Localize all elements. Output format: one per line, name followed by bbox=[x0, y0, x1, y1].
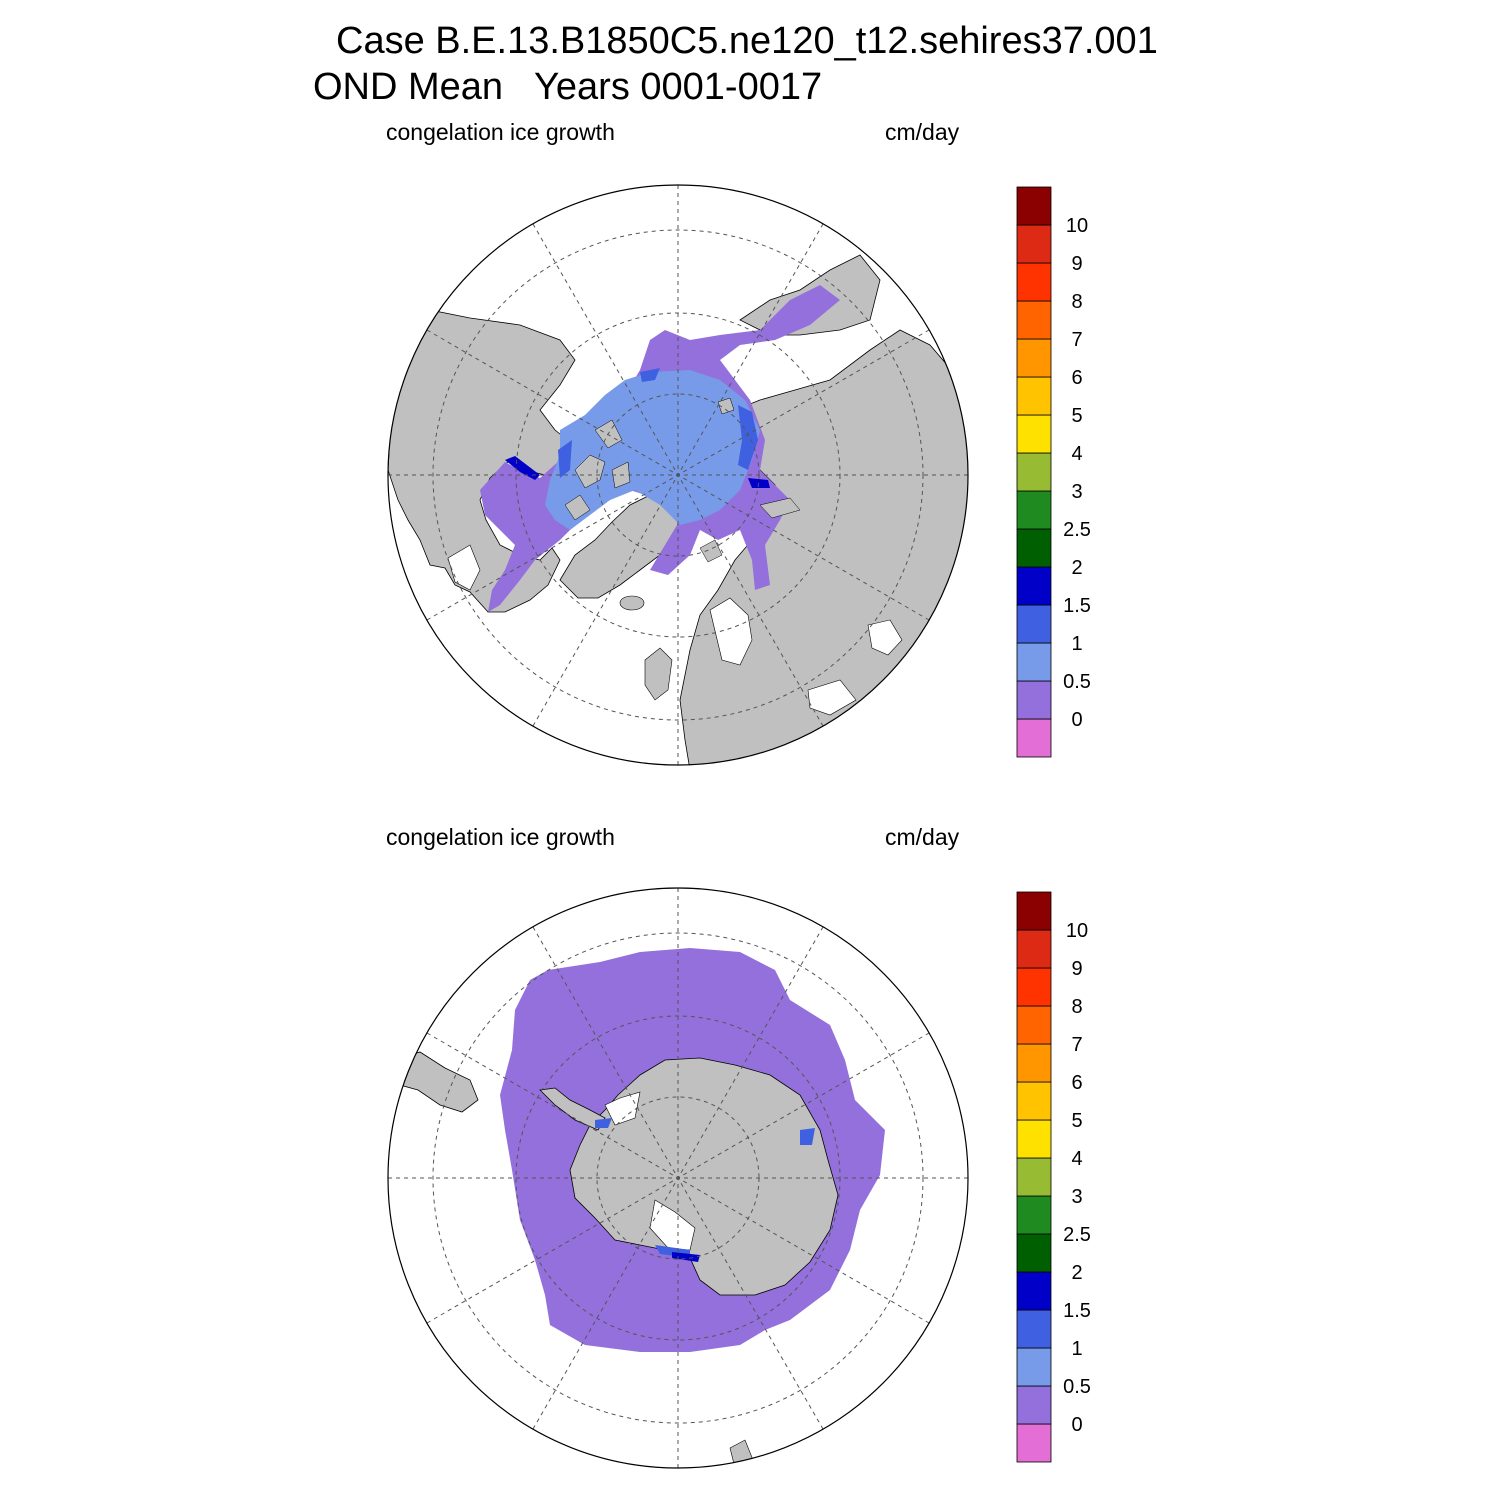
arctic-colorbar-tick-label: 8 bbox=[1071, 291, 1082, 313]
antarctic-colorbar-box bbox=[1016, 967, 1052, 1007]
baltic-sea bbox=[709, 597, 753, 666]
antarctic-colorbar-box bbox=[1016, 891, 1052, 931]
arctic-colorbar-tick-label: 4 bbox=[1071, 443, 1082, 465]
antarctica-landmass bbox=[569, 1057, 839, 1296]
black-sea bbox=[807, 679, 857, 716]
antarctic-colorbar-tick-label: 1 bbox=[1071, 1338, 1082, 1360]
antarctic-colorbar-box bbox=[1016, 1309, 1052, 1349]
arctic-colorbar-tick-label: 1 bbox=[1071, 633, 1082, 655]
antarctic-colorbar-box bbox=[1016, 1233, 1052, 1273]
arctic-colorbar-tick-label: 2 bbox=[1071, 557, 1082, 579]
antarctic-colorbar-tick-label: 7 bbox=[1071, 1034, 1082, 1056]
arctic-colorbar-box bbox=[1016, 604, 1052, 644]
arctic-colorbar-tick-label: 0 bbox=[1071, 709, 1082, 731]
arctic-islands-east bbox=[699, 397, 801, 563]
antarctic-colorbar-box bbox=[1016, 1043, 1052, 1083]
antarctic-colorbar-tick-label: 9 bbox=[1071, 958, 1082, 980]
arctic-colorbar-tick-label: 10 bbox=[1066, 215, 1088, 237]
antarctic-colorbar: 0 0.5 1 1.5 2 2.5 3 4 5 6 7 8 9 10 bbox=[1016, 891, 1091, 1463]
antarctic-colorbar-box bbox=[1016, 1195, 1052, 1235]
arctic-polar-map bbox=[387, 184, 969, 766]
arctic-units-label: cm/day bbox=[885, 119, 960, 145]
antarctic-colorbar-tick-label: 10 bbox=[1066, 920, 1088, 942]
weddell-sea bbox=[604, 1091, 641, 1126]
arctic-colorbar-box bbox=[1016, 224, 1052, 264]
antarctic-graticule bbox=[388, 888, 968, 1468]
antarctic-ice-max-growth bbox=[672, 1252, 700, 1262]
hudson-bay bbox=[447, 544, 481, 591]
antarctic-colorbar-tick-label: 1.5 bbox=[1063, 1300, 1091, 1322]
arctic-map-border bbox=[387, 184, 969, 766]
arctic-colorbar-box bbox=[1016, 528, 1052, 568]
arctic-colorbar-box bbox=[1016, 718, 1052, 758]
antarctic-variable-label: congelation ice growth bbox=[386, 824, 615, 850]
arctic-colorbar-box bbox=[1016, 262, 1052, 302]
antarctic-colorbar-box bbox=[1016, 1385, 1052, 1425]
arctic-colorbar-box bbox=[1016, 300, 1052, 340]
arctic-colorbar-box bbox=[1016, 338, 1052, 378]
antarctic-colorbar-box bbox=[1016, 929, 1052, 969]
arctic-ice-mid-growth bbox=[545, 370, 760, 530]
arctic-colorbar-box bbox=[1016, 490, 1052, 530]
antarctic-colorbar-box bbox=[1016, 1005, 1052, 1045]
antarctic-colorbar-tick-label: 2 bbox=[1071, 1262, 1082, 1284]
arctic-colorbar-box bbox=[1016, 642, 1052, 682]
north-america-landmass bbox=[388, 309, 581, 613]
arctic-colorbar-tick-label: 2.5 bbox=[1063, 519, 1091, 541]
antarctic-colorbar-box bbox=[1016, 1347, 1052, 1387]
arctic-colorbar-box bbox=[1016, 452, 1052, 492]
antarctic-colorbar-tick-label: 0 bbox=[1071, 1414, 1082, 1436]
antarctic-colorbar-box bbox=[1016, 1423, 1052, 1463]
arctic-colorbar: 0 0.5 1 1.5 2 2.5 3 4 5 6 7 8 9 10 bbox=[1016, 186, 1091, 758]
antarctic-colorbar-tick-label: 0.5 bbox=[1063, 1376, 1091, 1398]
arctic-variable-label: congelation ice growth bbox=[386, 119, 615, 145]
antarctic-colorbar-box bbox=[1016, 1271, 1052, 1311]
british-isles bbox=[644, 647, 673, 701]
arctic-colorbar-box bbox=[1016, 414, 1052, 454]
antarctic-colorbar-tick-label: 3 bbox=[1071, 1186, 1082, 1208]
antarctic-colorbar-tick-label: 4 bbox=[1071, 1148, 1082, 1170]
antarctic-colorbar-tick-label: 5 bbox=[1071, 1110, 1082, 1132]
arctic-colorbar-box bbox=[1016, 680, 1052, 720]
caspian-sea bbox=[867, 619, 903, 656]
arctic-colorbar-box bbox=[1016, 186, 1052, 226]
arctic-graticule bbox=[388, 185, 968, 765]
antarctic-peninsula bbox=[539, 1087, 606, 1131]
antarctic-colorbar-box bbox=[1016, 1081, 1052, 1121]
antarctic-colorbar-tick-label: 6 bbox=[1071, 1072, 1082, 1094]
antarctic-colorbar-box bbox=[1016, 1119, 1052, 1159]
arctic-colorbar-tick-label: 0.5 bbox=[1063, 671, 1091, 693]
arctic-colorbar-tick-label: 1.5 bbox=[1063, 595, 1091, 617]
arctic-colorbar-tick-label: 3 bbox=[1071, 481, 1082, 503]
antarctic-units-label: cm/day bbox=[885, 824, 960, 850]
antarctic-polar-map bbox=[387, 887, 969, 1469]
figure-title-line1: Case B.E.13.B1850C5.ne120_t12.sehires37.… bbox=[336, 20, 1158, 62]
antarctic-colorbar-tick-label: 2.5 bbox=[1063, 1224, 1091, 1246]
antarctic-colorbar-tick-label: 8 bbox=[1071, 996, 1082, 1018]
antarctic-colorbar-box bbox=[1016, 1157, 1052, 1197]
arctic-colorbar-box bbox=[1016, 566, 1052, 606]
arctic-colorbar-tick-label: 6 bbox=[1071, 367, 1082, 389]
arctic-colorbar-tick-label: 5 bbox=[1071, 405, 1082, 427]
iceland bbox=[619, 595, 645, 611]
south-america-landmass bbox=[394, 1051, 479, 1113]
antarctic-map-border bbox=[387, 887, 969, 1469]
figure-title-line2: OND Mean Years 0001-0017 bbox=[313, 66, 823, 108]
arctic-colorbar-tick-label: 7 bbox=[1071, 329, 1082, 351]
arctic-colorbar-tick-label: 9 bbox=[1071, 253, 1082, 275]
arctic-colorbar-box bbox=[1016, 376, 1052, 416]
